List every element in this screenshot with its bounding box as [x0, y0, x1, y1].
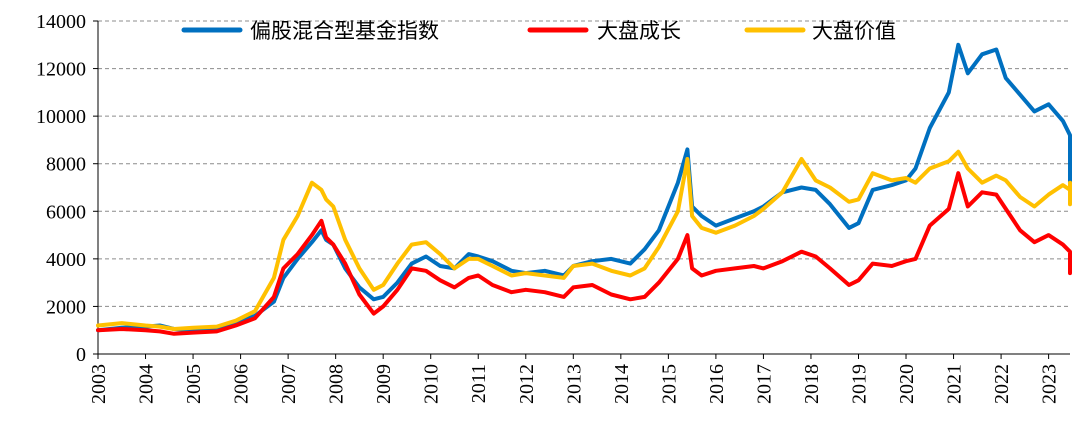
x-tick-label: 2012 — [516, 364, 538, 404]
x-tick-label: 2014 — [611, 364, 633, 404]
gridlines — [98, 20, 1070, 307]
y-tick-label: 6000 — [46, 201, 86, 223]
x-tick-labels: 2003 2004 2005 2006 2007 2008 2009 2010 2011 2012… — [88, 364, 1061, 404]
x-tick-label: 2007 — [278, 364, 300, 404]
x-tick-label: 2017 — [753, 364, 775, 404]
x-tick-label: 2023 — [1039, 364, 1061, 404]
x-tick-label: 2022 — [991, 364, 1013, 404]
x-tick-label: 2019 — [848, 364, 870, 404]
y-tick-label: 14000 — [36, 11, 86, 33]
axes — [93, 20, 1070, 359]
x-tick-label: 2013 — [563, 364, 585, 404]
series-lines — [96, 42, 1072, 336]
y-tick-label: 12000 — [36, 59, 86, 81]
y-tick-label: 2000 — [46, 296, 86, 318]
x-tick-label: 2016 — [706, 364, 728, 404]
y-tick-label: 4000 — [46, 249, 86, 271]
x-tick-label: 2011 — [468, 364, 490, 403]
x-tick-label: 2006 — [231, 364, 253, 404]
legend-label-2: 大盘成长 — [597, 19, 681, 43]
x-tick-label: 2003 — [88, 364, 110, 404]
x-tick-label: 2010 — [421, 364, 443, 404]
legend-label-3: 大盘价值 — [812, 19, 896, 43]
y-tick-label: 10000 — [36, 106, 86, 128]
series-line-3 — [96, 149, 1072, 331]
x-tick-label: 2009 — [373, 364, 395, 404]
y-tick-label: 8000 — [46, 154, 86, 176]
x-tick-label: 2015 — [658, 364, 680, 404]
legend-label-1: 偏股混合型基金指数 — [250, 19, 439, 43]
x-tick-label: 2008 — [326, 364, 348, 404]
x-tick-label: 2018 — [801, 364, 823, 404]
series-line-2 — [96, 171, 1072, 336]
legend: 偏股混合型基金指数 大盘成长 大盘价值 — [181, 19, 896, 43]
y-tick-label: 0 — [76, 344, 86, 366]
x-tick-label: 2020 — [896, 364, 918, 404]
x-tick-label: 2005 — [183, 364, 205, 404]
series-line-1 — [96, 42, 1072, 333]
y-tick-labels: 0 2000 4000 6000 8000 10000 12000 14000 — [36, 11, 86, 366]
x-tick-label: 2021 — [944, 364, 966, 404]
x-tick-label: 2004 — [136, 364, 158, 404]
